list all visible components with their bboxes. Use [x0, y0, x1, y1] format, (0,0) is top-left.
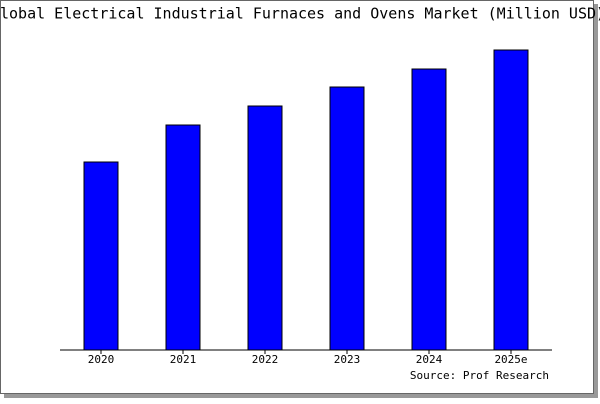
bar [83, 161, 119, 351]
x-tick-label: 2023 [334, 353, 361, 366]
bar [411, 68, 447, 351]
x-tick-label: 2025e [494, 353, 527, 366]
bar [493, 49, 529, 351]
x-tick-label: 2020 [88, 353, 115, 366]
bar [247, 105, 283, 351]
chart-title: Global Electrical Industrial Furnaces an… [0, 5, 600, 23]
x-tick-label: 2021 [170, 353, 197, 366]
plot-area [62, 48, 550, 350]
bar [165, 124, 201, 351]
x-tick-label: 2022 [252, 353, 279, 366]
source-note: Source: Prof Research [410, 369, 549, 382]
x-tick-label: 2024 [416, 353, 443, 366]
bar [329, 86, 365, 351]
